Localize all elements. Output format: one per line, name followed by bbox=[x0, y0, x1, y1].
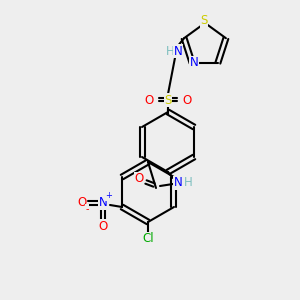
Text: -: - bbox=[85, 204, 89, 214]
Text: H: H bbox=[184, 176, 192, 190]
Text: S: S bbox=[200, 14, 208, 28]
Text: O: O bbox=[144, 94, 154, 106]
Text: N: N bbox=[174, 45, 182, 58]
Text: H: H bbox=[166, 45, 175, 58]
Text: N: N bbox=[190, 56, 198, 69]
Text: +: + bbox=[106, 191, 112, 200]
Text: N: N bbox=[174, 176, 182, 190]
Text: O: O bbox=[182, 94, 192, 106]
Text: O: O bbox=[98, 220, 108, 232]
Text: Cl: Cl bbox=[142, 232, 154, 245]
Text: O: O bbox=[77, 196, 87, 209]
Text: N: N bbox=[99, 196, 107, 209]
Text: O: O bbox=[134, 172, 144, 185]
Text: S: S bbox=[164, 94, 172, 106]
